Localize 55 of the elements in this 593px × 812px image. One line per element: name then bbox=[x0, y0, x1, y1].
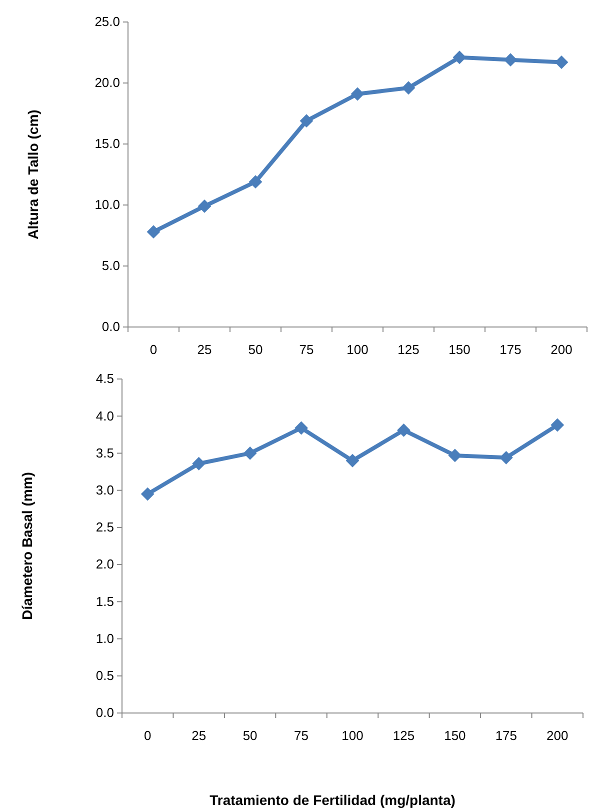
y-tick-label: 4.0 bbox=[96, 408, 114, 424]
point bbox=[499, 450, 513, 464]
y-tick-label: 0.0 bbox=[96, 705, 114, 720]
y-axis-title: Altura de Tallo (cm) bbox=[25, 110, 41, 240]
y-tick-label: 2.0 bbox=[96, 556, 114, 572]
point bbox=[146, 225, 160, 239]
x-tick-label: 150 bbox=[444, 728, 466, 744]
x-tick-label: 75 bbox=[294, 728, 309, 744]
x-tick-label: 25 bbox=[197, 342, 212, 358]
x-tick-label: 0 bbox=[144, 728, 152, 744]
point bbox=[300, 114, 314, 128]
x-tick-label: 50 bbox=[242, 728, 258, 744]
point bbox=[550, 418, 564, 432]
y-axis-title: Díametero Basal (mm) bbox=[19, 472, 35, 620]
y-tick-label: 0.5 bbox=[96, 668, 114, 684]
point bbox=[504, 53, 518, 67]
y-tick-label: 3.0 bbox=[96, 482, 114, 498]
point bbox=[140, 487, 154, 501]
x-tick-label: 125 bbox=[392, 728, 415, 744]
point bbox=[397, 424, 410, 437]
point bbox=[198, 200, 212, 213]
point bbox=[554, 56, 568, 69]
x-tick-label: 100 bbox=[342, 728, 364, 744]
y-tick-label: 5.0 bbox=[102, 258, 120, 274]
point bbox=[192, 456, 206, 470]
x-tick-label: 125 bbox=[398, 342, 420, 358]
y-tick-label: 0.0 bbox=[102, 319, 120, 334]
point bbox=[346, 454, 360, 468]
y-tick-label: 25.0 bbox=[94, 14, 120, 30]
point bbox=[243, 446, 257, 460]
point bbox=[448, 448, 462, 462]
point bbox=[350, 87, 364, 101]
point bbox=[248, 175, 262, 189]
x-tick-label: 100 bbox=[346, 342, 368, 358]
y-tick-label: 4.5 bbox=[96, 371, 114, 386]
y-tick-label: 3.5 bbox=[96, 445, 114, 460]
y-tick-label: 15.0 bbox=[94, 136, 120, 152]
y-tick-label: 10.0 bbox=[94, 197, 120, 212]
point bbox=[294, 421, 308, 435]
y-tick-label: 2.5 bbox=[96, 520, 114, 535]
point bbox=[402, 81, 416, 95]
x-tick-label: 50 bbox=[248, 342, 263, 358]
x-tick-label: 0 bbox=[150, 342, 158, 358]
x-tick-label: 200 bbox=[550, 342, 572, 358]
x-tick-label: 200 bbox=[546, 728, 568, 744]
x-axis-title: Tratamiento de Fertilidad (mg/planta) bbox=[210, 792, 456, 808]
x-tick-label: 175 bbox=[495, 728, 518, 744]
x-tick-label: 25 bbox=[192, 728, 206, 744]
point bbox=[452, 50, 466, 64]
y-tick-label: 20.0 bbox=[94, 75, 120, 90]
y-tick-label: 1.5 bbox=[96, 594, 114, 609]
x-tick-label: 175 bbox=[500, 342, 522, 358]
x-tick-label: 150 bbox=[448, 342, 470, 358]
y-tick-label: 1.0 bbox=[96, 630, 114, 646]
x-tick-label: 75 bbox=[299, 342, 314, 358]
